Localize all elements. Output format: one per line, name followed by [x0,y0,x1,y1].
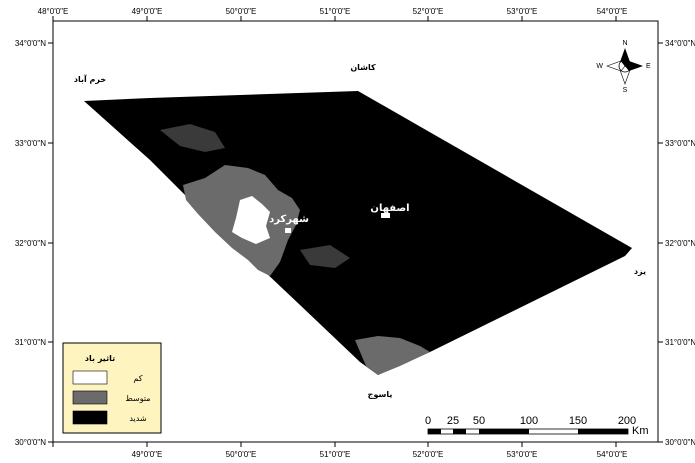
study-region-high [84,91,632,375]
lat-label-left: 31°0'0"N [15,338,46,347]
bottom-ticks [52,442,617,447]
region-texture [160,124,225,152]
city-label-khorramabad: خرم آباد [74,74,106,84]
lat-label-left: 33°0'0"N [15,139,46,148]
lon-label-top: 53°0'0"E [507,7,538,16]
lon-label-top: 51°0'0"E [320,7,351,16]
legend-title: تاثیر باد [85,354,115,363]
lon-label-top: 52°0'0"E [413,7,444,16]
lon-label-bottom: 50°0'0"E [226,450,257,459]
lat-label-right: 30°0'0"N [665,438,695,447]
left-ticks [48,42,53,443]
west-label: W [596,63,603,70]
city-marker-shahrekord [285,228,291,233]
lat-label-right: 34°0'0"N [665,39,695,48]
lat-label-right: 33°0'0"N [665,139,695,148]
city-label-kashan: کاشان [350,63,376,72]
city-label-yasuj: یاسوج [368,390,393,399]
legend: تاثیر باد کم متوسط شدید [62,342,162,434]
scale-bar: 0 25 50 100 150 200 Km [425,415,649,437]
lon-label-bottom: 53°0'0"E [507,450,538,459]
legend-label-low: کم [133,374,142,383]
lon-label-bottom: 52°0'0"E [413,450,444,459]
lon-label-top: 48°0'0"E [38,7,69,16]
scale-label: 0 [425,415,431,427]
region-low-shahrekord [232,196,270,244]
lat-label-left: 34°0'0"N [15,39,46,48]
scale-label: 150 [569,415,587,427]
lat-label-left: 32°0'0"N [15,239,46,248]
legend-swatch-medium [72,390,108,405]
region-texture [300,245,350,268]
legend-swatch-low [72,370,108,385]
region-medium-yasuj [355,336,430,375]
top-ticks [52,16,617,21]
lat-label-right: 31°0'0"N [665,338,695,347]
city-marker-isfahan [381,213,390,218]
lon-label-top: 50°0'0"E [226,7,257,16]
north-label: N [622,40,627,47]
lon-label-top: 54°0'0"E [597,7,628,16]
city-label-yazd: یزد [634,267,646,276]
scale-label: 50 [473,415,485,427]
lon-label-bottom: 49°0'0"E [132,450,163,459]
south-label: S [623,87,628,94]
east-label: E [646,63,651,70]
lon-label-bottom: 54°0'0"E [597,450,628,459]
compass-icon: N S E W [596,40,651,94]
scale-label: 200 [618,415,636,427]
lon-label-bottom: 51°0'0"E [320,450,351,459]
lat-label-left: 30°0'0"N [15,438,46,447]
scale-label: 100 [520,415,538,427]
city-label-isfahan: اصفهان [370,203,409,214]
lat-label-right: 32°0'0"N [665,239,695,248]
legend-label-medium: متوسط [125,394,150,403]
legend-label-high: شدید [129,414,147,423]
legend-swatch-high [72,410,108,425]
scale-unit: Km [632,425,649,437]
lon-label-top: 49°0'0"E [132,7,163,16]
city-label-shahrekord: شهرکرد [269,214,309,225]
right-ticks [658,42,663,443]
scale-label: 25 [447,415,459,427]
